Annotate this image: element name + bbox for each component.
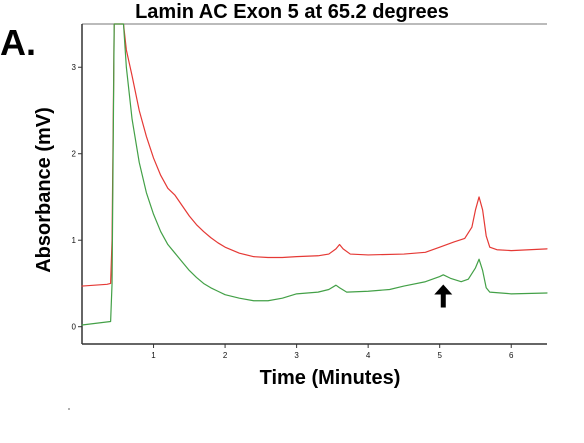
x-tick-label: 4 xyxy=(366,351,371,360)
plot-area xyxy=(82,24,547,344)
y-tick-label: 3 xyxy=(72,63,77,72)
arrow-shaft xyxy=(440,292,446,308)
peak-arrow-annotation xyxy=(434,284,453,308)
tick-layer: 1 2 3 4 5 6 0 1 2 3 xyxy=(72,63,514,360)
series-layer xyxy=(81,23,548,326)
x-axis-label: Time (Minutes) xyxy=(260,367,401,389)
y-tick-label: 0 xyxy=(72,323,77,332)
y-axis-label: Absorbance (mV) xyxy=(33,107,55,273)
decorative-speck xyxy=(68,408,70,410)
chart-title: Lamin AC Exon 5 at 65.2 degrees xyxy=(135,1,449,23)
arrow-head xyxy=(434,284,453,295)
x-tick-label: 5 xyxy=(437,351,442,360)
x-tick-label: 1 xyxy=(151,351,156,360)
annotation-layer xyxy=(434,284,453,308)
panel-label: A. xyxy=(0,22,36,63)
x-tick-label: 3 xyxy=(294,351,299,360)
green-trace-line xyxy=(81,23,548,326)
y-tick-label: 2 xyxy=(72,150,77,159)
x-tick-label: 6 xyxy=(509,351,514,360)
x-tick-label: 2 xyxy=(223,351,228,360)
y-tick-label: 1 xyxy=(72,236,77,245)
red-trace-line xyxy=(81,23,548,287)
